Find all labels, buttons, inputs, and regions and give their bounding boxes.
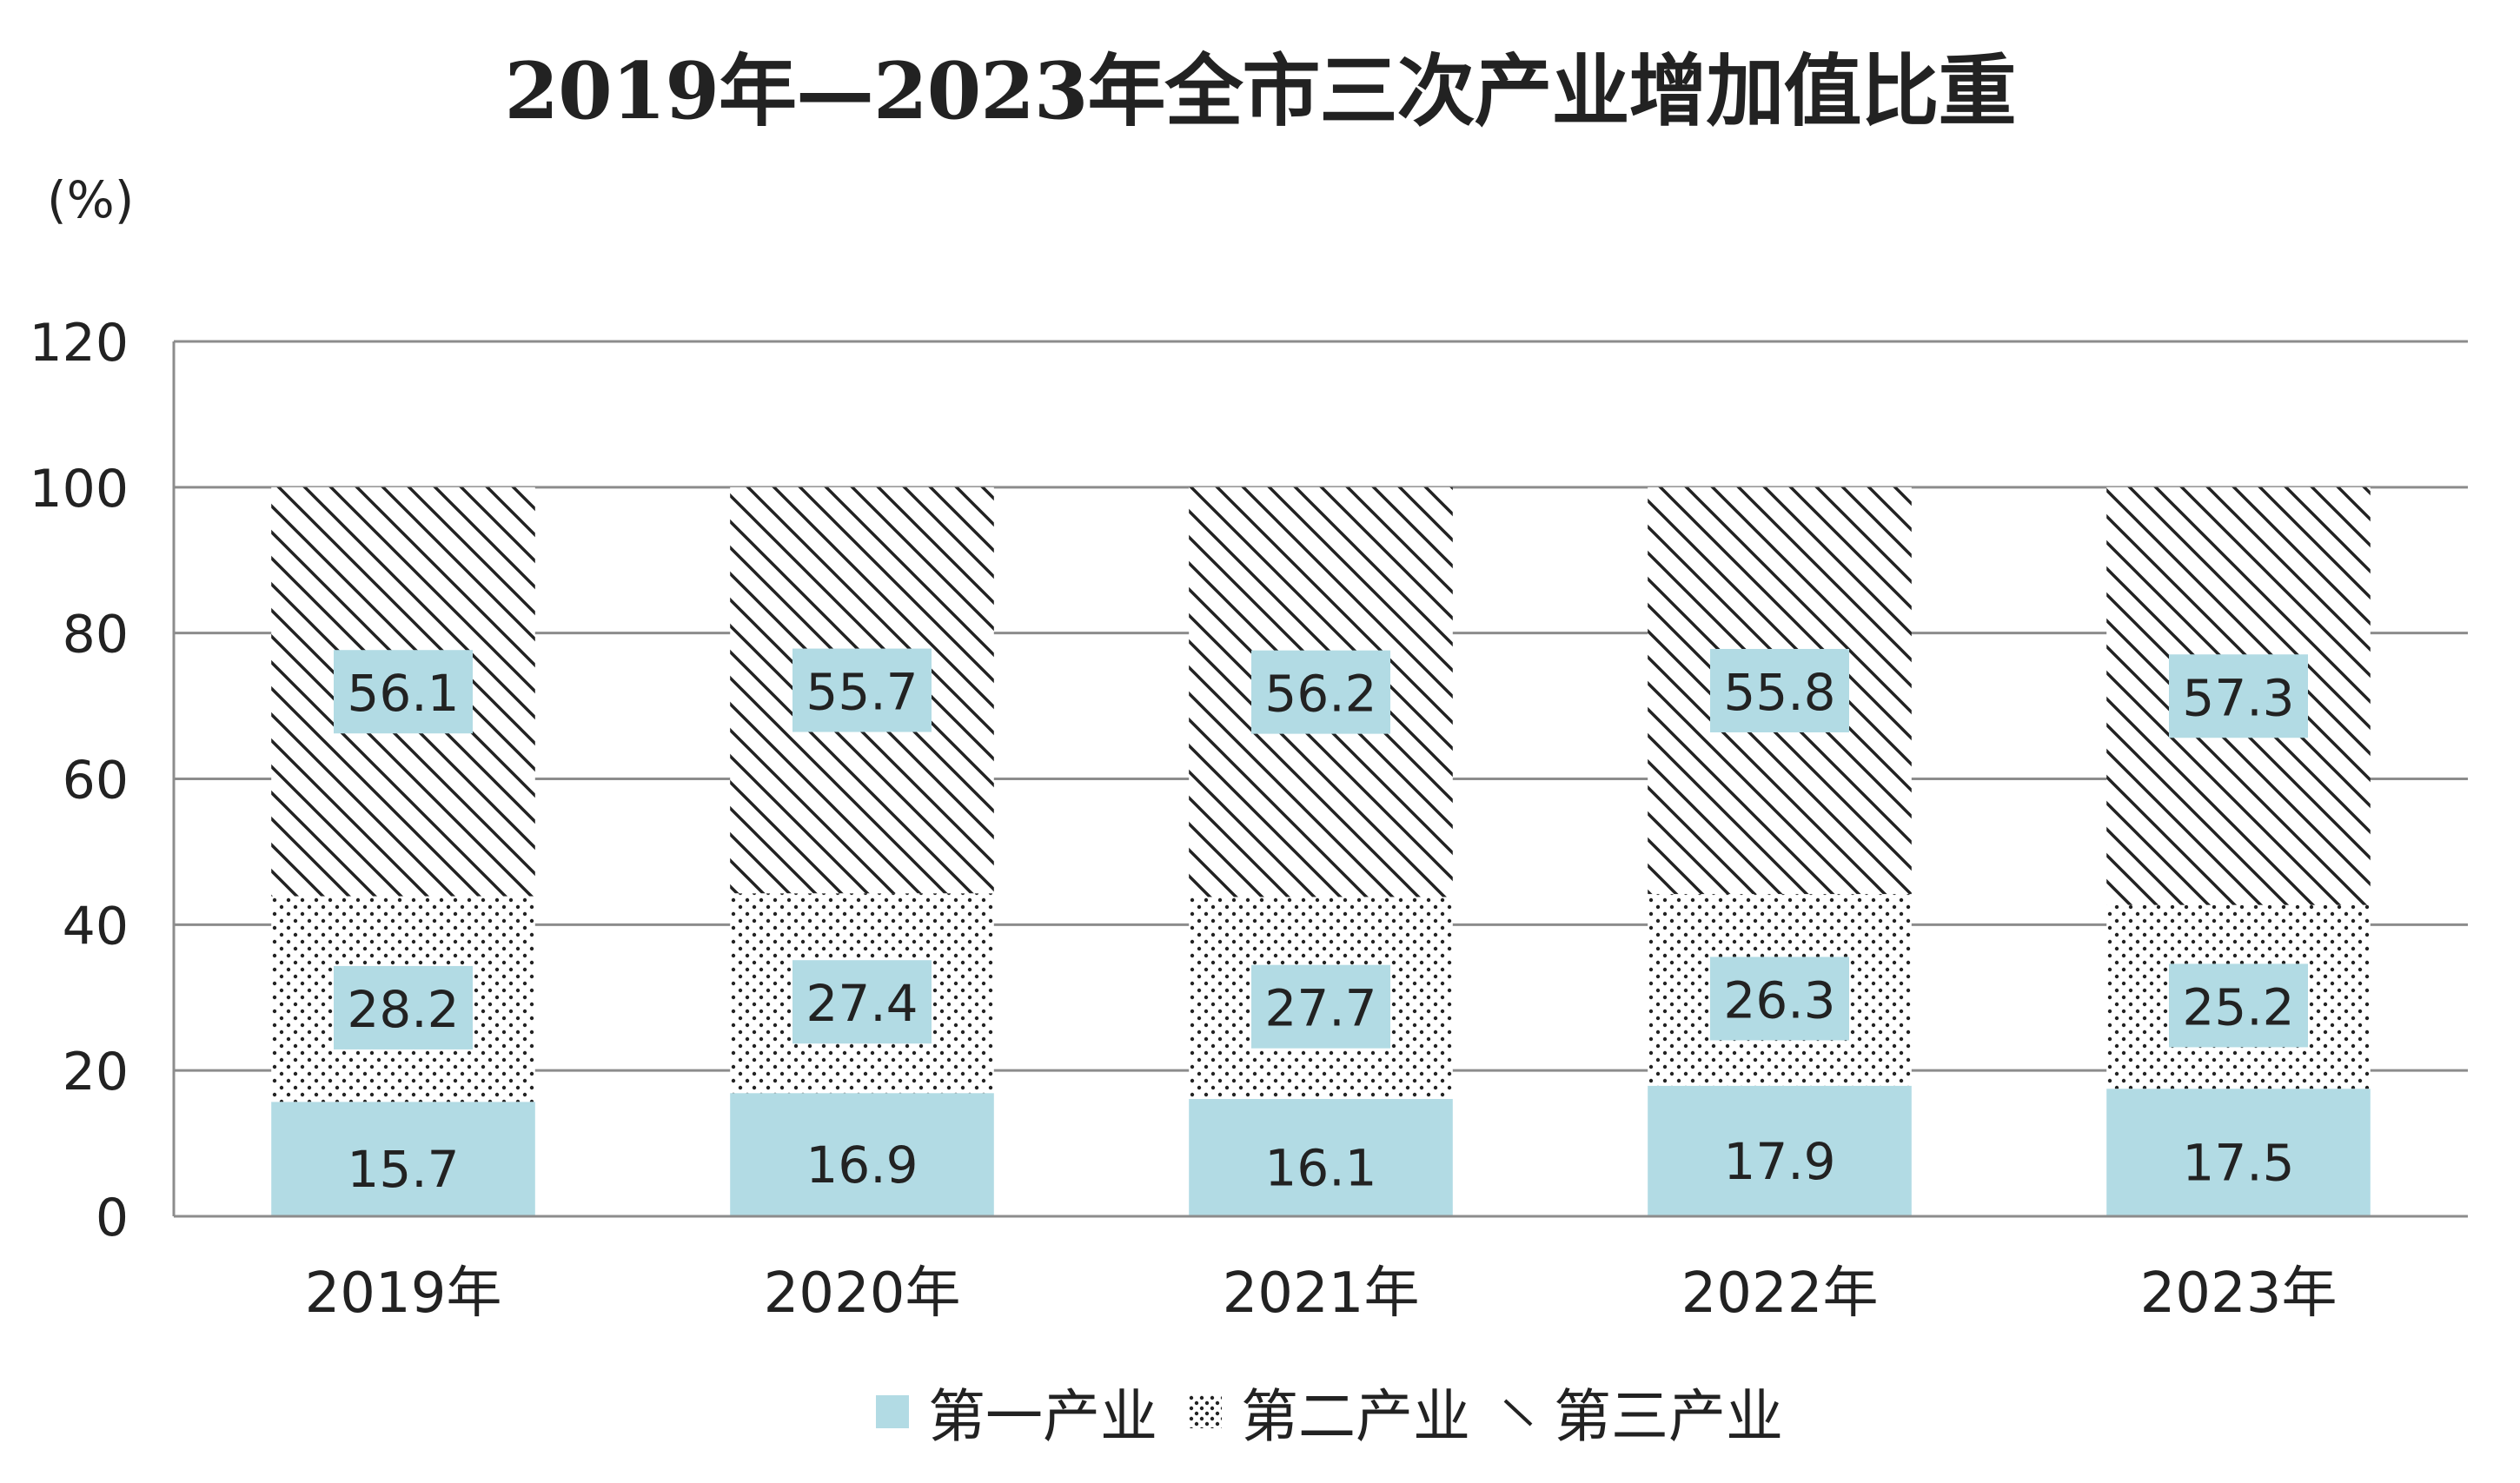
data-label: 57.3 <box>2182 668 2294 727</box>
legend-swatch-solid <box>876 1395 909 1428</box>
data-label: 27.4 <box>806 974 918 1033</box>
legend-swatch-dots <box>1189 1395 1222 1428</box>
data-label: 16.9 <box>806 1135 918 1195</box>
y-tick-label: 20 <box>63 1042 129 1102</box>
data-label: 17.5 <box>2182 1134 2294 1193</box>
data-label: 55.7 <box>806 663 918 722</box>
legend-label: 第三产业 <box>1554 1383 1783 1450</box>
data-label-box <box>1710 957 1849 1041</box>
data-label: 56.1 <box>347 664 459 723</box>
data-label-box <box>1710 648 1849 732</box>
data-labels: 15.7 28.2 56.1 16.9 27.4 55.7 16.1 27.7 56.2 17.9… <box>334 648 2308 1199</box>
data-label-box <box>792 648 932 732</box>
bar-segment <box>2106 1089 2371 1216</box>
data-label-box <box>1251 964 1390 1049</box>
data-label: 27.7 <box>1264 979 1376 1038</box>
bar-segment <box>271 1102 535 1216</box>
data-label: 55.8 <box>1723 663 1835 722</box>
legend: 第一产业 第二产业 第三产业 <box>0 1370 2520 1453</box>
bar-segment <box>1189 1098 1453 1216</box>
data-label-box <box>2169 654 2308 738</box>
bar-segment <box>730 1093 994 1216</box>
data-label: 28.2 <box>347 980 459 1039</box>
data-label-box <box>334 650 473 734</box>
data-label-box <box>1251 650 1390 734</box>
y-tick-label: 80 <box>63 605 129 665</box>
x-tick-label: 2020年 <box>764 1261 961 1326</box>
y-tick-label: 40 <box>63 896 129 957</box>
legend-item-secondary: 第二产业 <box>1189 1370 1470 1453</box>
bars <box>271 487 2371 1216</box>
y-tick-label: 60 <box>63 751 129 811</box>
data-label: 15.7 <box>347 1140 459 1199</box>
bar-segment <box>1648 1085 1912 1216</box>
data-label-box <box>792 960 932 1044</box>
legend-item-tertiary: 第三产业 <box>1502 1370 1783 1453</box>
y-tick-label: 120 <box>29 313 129 374</box>
x-tick-label: 2021年 <box>1223 1261 1420 1326</box>
data-label-box <box>2169 963 2308 1048</box>
y-tick-label: 100 <box>29 459 129 520</box>
legend-item-primary: 第一产业 <box>876 1370 1157 1453</box>
x-tick-label: 2023年 <box>2140 1261 2338 1326</box>
y-tick-label: 0 <box>96 1188 129 1248</box>
data-label: 26.3 <box>1723 970 1835 1029</box>
legend-label: 第一产业 <box>928 1383 1157 1450</box>
legend-swatch-hatch <box>1503 1399 1533 1427</box>
y-axis-unit: (%) <box>47 170 135 229</box>
data-label: 56.2 <box>1264 665 1376 724</box>
data-label: 17.9 <box>1723 1132 1835 1191</box>
data-label: 25.2 <box>2182 977 2294 1036</box>
x-tick-label: 2022年 <box>1681 1261 1879 1326</box>
chart-title: 2019年—2023年全市三次产业增加值比重 <box>504 45 2017 137</box>
data-label-box <box>334 965 473 1049</box>
data-label: 16.1 <box>1264 1138 1376 1197</box>
x-tick-label: 2019年 <box>305 1261 502 1326</box>
legend-label: 第二产业 <box>1241 1383 1470 1450</box>
axes: 0 20 40 60 80 100 120 2019年 2020年 2021年 2022年 2023年 <box>29 313 2468 1326</box>
